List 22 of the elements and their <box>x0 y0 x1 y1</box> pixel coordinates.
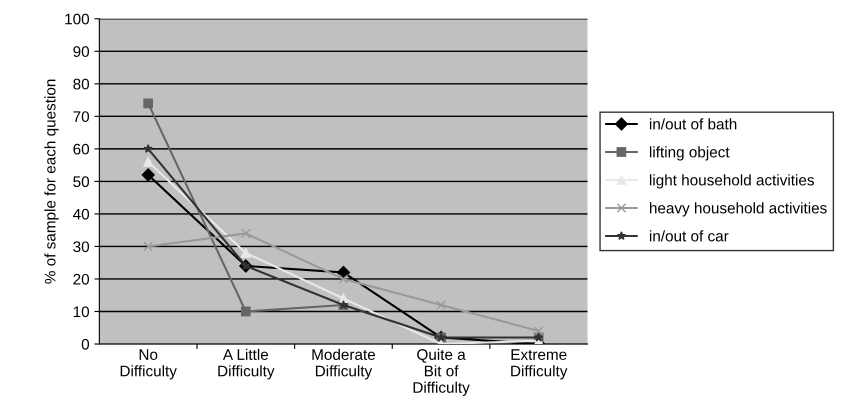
y-tick-label: 70 <box>73 111 90 122</box>
legend-label: lifting object <box>650 146 730 161</box>
x-tick-label: Moderate Difficulty <box>312 348 376 380</box>
x-tick-label: A Little Difficulty <box>218 348 275 380</box>
y-tick-label: 50 <box>73 176 90 188</box>
x-tick-label: Extreme Difficulty <box>511 349 568 380</box>
y-tick-label: 10 <box>74 306 90 318</box>
y-tick-label: 40 <box>72 208 90 220</box>
y-axis-title: % of sample for each question <box>44 80 59 284</box>
legend-label: light household activities <box>650 174 814 189</box>
y-tick-label: 80 <box>73 78 90 90</box>
x-tick-label: Quite a Bit of Difficulty <box>414 348 470 396</box>
y-tick-label: 20 <box>73 274 90 285</box>
y-tick-label: 30 <box>73 241 90 252</box>
x-tick-label: No Difficulty <box>120 349 177 380</box>
y-tick-label: 90 <box>73 46 90 57</box>
legend-label: in/out of bath <box>650 118 736 130</box>
legend-label: heavy household activities <box>650 202 827 217</box>
y-tick-label: 0 <box>82 338 90 350</box>
legend-label: in/out of car <box>650 230 729 242</box>
y-tick-label: 100 <box>65 14 90 24</box>
y-tick-label: 60 <box>73 144 90 155</box>
